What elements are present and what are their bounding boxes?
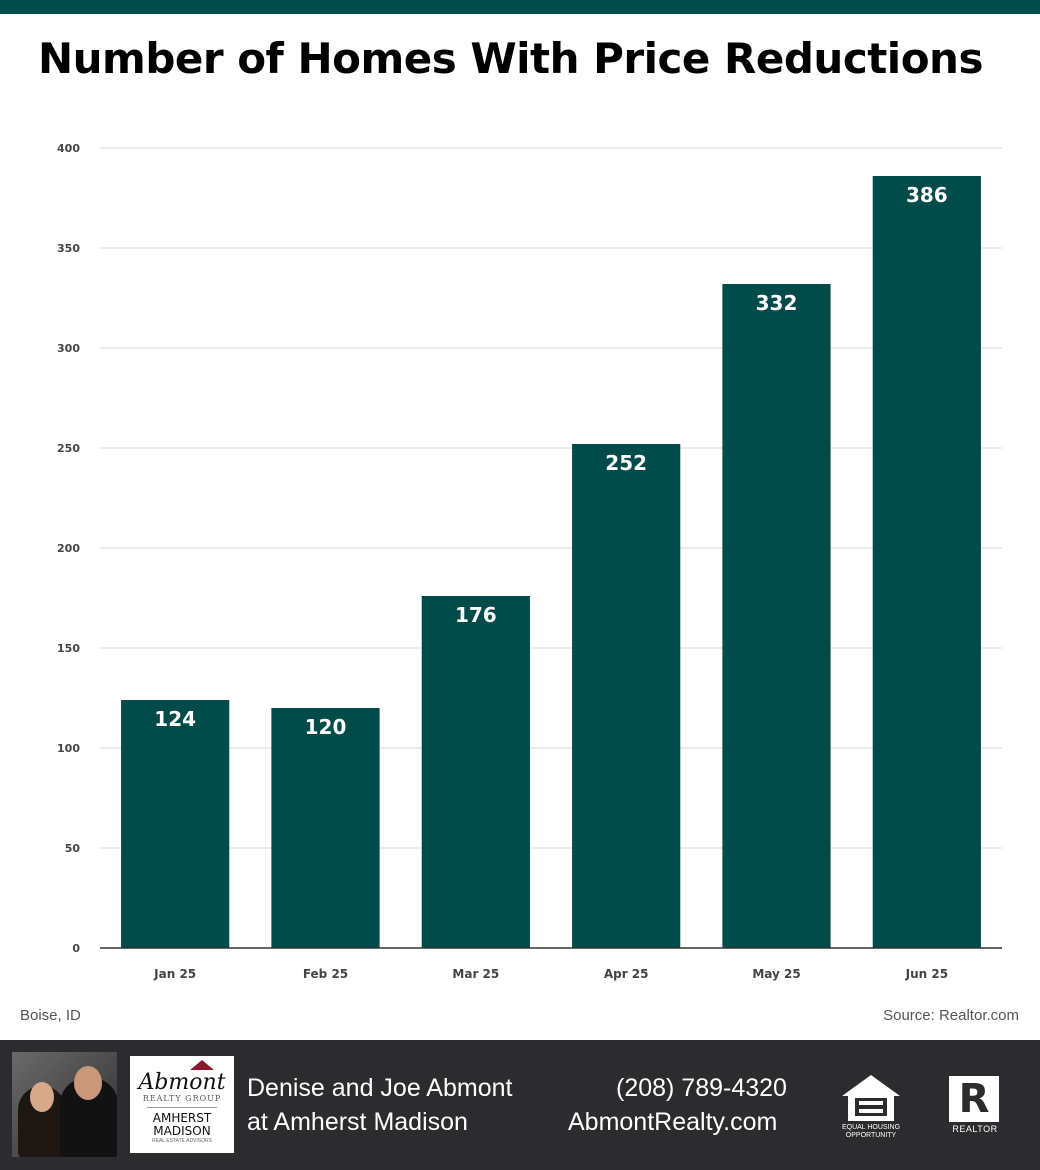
source-label: Source: Realtor.com — [883, 1007, 1019, 1024]
logo-group: REALTY GROUP — [142, 1094, 222, 1103]
x-tick-label: Jan 25 — [153, 967, 196, 981]
grid-lines — [100, 147, 1002, 849]
bar — [872, 176, 981, 948]
agent-photo-face-left — [30, 1082, 54, 1112]
website-link[interactable]: AbmontRealty.com — [568, 1108, 778, 1136]
data-label: 252 — [605, 451, 647, 475]
x-tick-label: Apr 25 — [604, 967, 649, 981]
bar-chart: 124 120 176 252 332 386 0 50 100 150 200 250 300 350… — [57, 142, 1002, 981]
realtor-mark: R — [958, 1076, 990, 1122]
agent-name: Denise and Joe Abmont — [247, 1074, 513, 1102]
y-tick-label: 300 — [57, 342, 80, 355]
y-tick-label: 50 — [65, 842, 81, 855]
data-label: 386 — [906, 183, 948, 207]
logo-brand-sub: REAL ESTATE ADVISORS — [152, 1138, 212, 1144]
agent-photo-face-right — [74, 1066, 102, 1100]
data-labels: 124 120 176 252 332 386 — [154, 183, 947, 739]
bar — [271, 708, 380, 948]
y-tick-label: 400 — [57, 142, 80, 155]
bar — [421, 596, 530, 948]
y-tick-label: 150 — [57, 642, 80, 655]
logo-brand-line2: MADISON — [153, 1124, 211, 1138]
axes: 0 50 100 150 200 250 300 350 400 Jan 25 Feb 25 Mar … — [57, 142, 1002, 981]
bar — [722, 284, 831, 948]
equal-housing-label: EQUAL HOUSING OPPORTUNITY — [841, 1124, 901, 1139]
equal-housing-icon: EQUAL HOUSING OPPORTUNITY — [836, 1072, 906, 1139]
brokerage-logo: Abmont REALTY GROUP AMHERST MADISON REAL… — [130, 1056, 234, 1153]
data-label: 176 — [455, 603, 497, 627]
y-tick-label: 250 — [57, 442, 80, 455]
logo-roof-icon — [190, 1060, 214, 1070]
footer-banner: Abmont REALTY GROUP AMHERST MADISON REAL… — [0, 1040, 1040, 1170]
data-label: 120 — [305, 715, 347, 739]
logo-script: Abmont — [138, 1070, 226, 1095]
phone-number[interactable]: (208) 789-4320 — [616, 1074, 787, 1102]
x-tick-label: Feb 25 — [303, 967, 348, 981]
realtor-icon: R REALTOR — [946, 1076, 1004, 1136]
location-label: Boise, ID — [20, 1007, 81, 1024]
logo-brand-line1: AMHERST — [152, 1111, 212, 1125]
bar — [572, 444, 681, 948]
x-tick-label: Jun 25 — [905, 967, 948, 981]
bars — [121, 176, 981, 948]
x-tick-label: May 25 — [752, 967, 800, 981]
top-accent-bar — [0, 0, 1040, 14]
bar — [121, 700, 230, 948]
y-tick-label: 200 — [57, 542, 80, 555]
y-tick-label: 100 — [57, 742, 80, 755]
agent-firm: at Amherst Madison — [247, 1108, 468, 1136]
agent-photo — [12, 1052, 117, 1157]
x-tick-label: Mar 25 — [452, 967, 499, 981]
chart-title: Number of Homes With Price Reductions — [38, 34, 983, 83]
realtor-label: REALTOR — [952, 1124, 998, 1134]
data-label: 332 — [756, 291, 798, 315]
data-label: 124 — [154, 707, 196, 731]
y-tick-label: 0 — [72, 942, 80, 955]
logo-divider — [147, 1107, 217, 1108]
realtor-mark-box — [949, 1076, 999, 1122]
y-tick-label: 350 — [57, 242, 80, 255]
